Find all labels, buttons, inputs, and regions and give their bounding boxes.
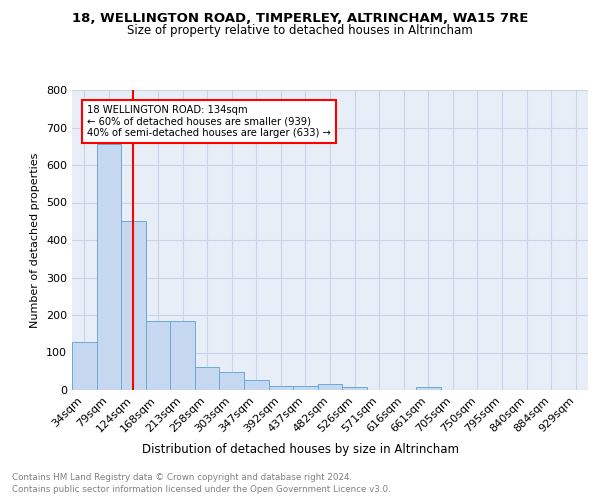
Text: 18, WELLINGTON ROAD, TIMPERLEY, ALTRINCHAM, WA15 7RE: 18, WELLINGTON ROAD, TIMPERLEY, ALTRINCH… xyxy=(72,12,528,26)
Bar xyxy=(72,342,97,390)
Bar xyxy=(244,380,269,390)
Bar xyxy=(195,367,220,390)
Bar xyxy=(269,386,293,390)
Text: Contains public sector information licensed under the Open Government Licence v3: Contains public sector information licen… xyxy=(12,485,391,494)
Text: Size of property relative to detached houses in Altrincham: Size of property relative to detached ho… xyxy=(127,24,473,37)
Text: Contains HM Land Registry data © Crown copyright and database right 2024.: Contains HM Land Registry data © Crown c… xyxy=(12,472,352,482)
Bar xyxy=(170,320,195,390)
Bar xyxy=(146,320,170,390)
Bar xyxy=(293,386,318,390)
Y-axis label: Number of detached properties: Number of detached properties xyxy=(31,152,40,328)
Bar xyxy=(342,386,367,390)
Text: Distribution of detached houses by size in Altrincham: Distribution of detached houses by size … xyxy=(142,442,458,456)
Bar xyxy=(121,220,146,390)
Text: 18 WELLINGTON ROAD: 134sqm
← 60% of detached houses are smaller (939)
40% of sem: 18 WELLINGTON ROAD: 134sqm ← 60% of deta… xyxy=(87,105,331,138)
Bar xyxy=(220,372,244,390)
Bar xyxy=(416,386,440,390)
Bar xyxy=(97,144,121,390)
Bar xyxy=(318,384,342,390)
